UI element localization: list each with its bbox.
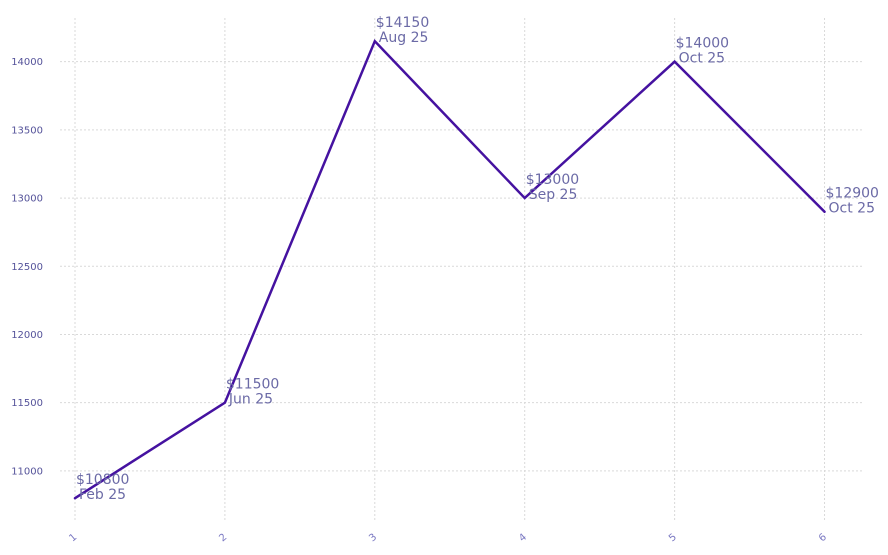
y-tick-label: 14000 (11, 57, 43, 68)
data-label-value: $10800 (76, 472, 129, 488)
data-label-date: Jun 25 (228, 392, 273, 408)
x-tick-label: 3 (367, 532, 379, 545)
x-tick-label: 2 (217, 532, 229, 545)
y-tick-label: 13000 (11, 194, 43, 205)
data-label-value: $14000 (676, 36, 729, 52)
y-tick-label: 12500 (11, 262, 43, 273)
data-label-date: Oct 25 (829, 201, 875, 217)
data-label-date: Aug 25 (379, 30, 429, 46)
data-label-date: Oct 25 (679, 51, 725, 67)
y-tick-label: 12000 (11, 330, 43, 341)
y-axis-ticks: 11000 11500 12000 12500 13000 13500 14000 (11, 57, 43, 477)
x-tick-label: 4 (517, 532, 529, 545)
data-label-value: $14150 (376, 15, 429, 31)
data-label-date: Sep 25 (529, 187, 578, 203)
data-label-value: $12900 (826, 186, 879, 202)
data-label-value: $13000 (526, 172, 579, 188)
x-tick-label: 6 (817, 532, 829, 545)
series-group (73, 38, 826, 500)
x-tick-label: 1 (67, 532, 79, 545)
y-tick-label: 11000 (11, 466, 43, 477)
y-tick-label: 13500 (11, 125, 43, 136)
x-axis-ticks: 1 2 3 4 5 6 (67, 532, 828, 545)
y-tick-label: 11500 (11, 398, 43, 409)
grid (60, 18, 862, 520)
x-tick-label: 5 (667, 532, 679, 545)
series-line (73, 38, 826, 500)
data-label-value: $11500 (226, 377, 279, 393)
data-label-date: Feb 25 (79, 487, 126, 503)
